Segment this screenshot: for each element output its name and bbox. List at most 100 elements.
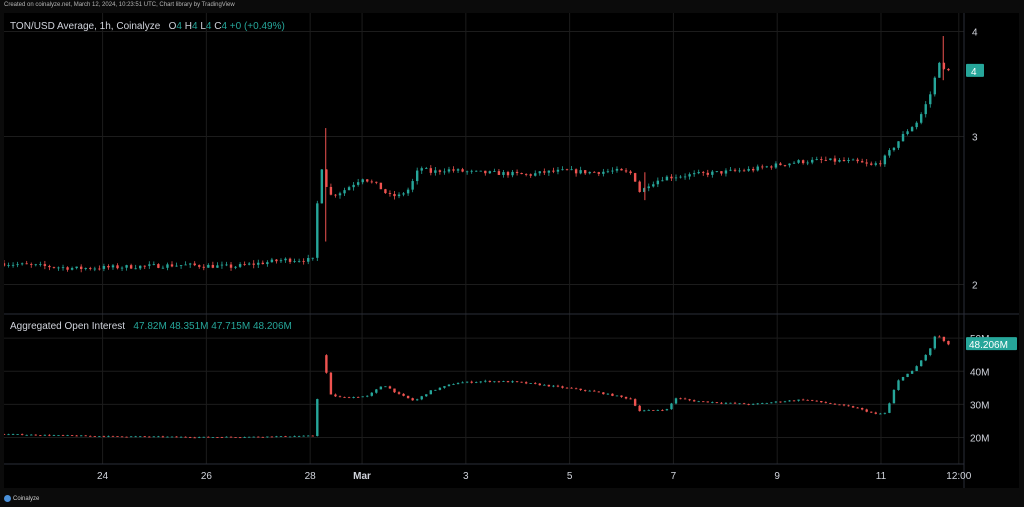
oi-candle-body: [179, 436, 183, 438]
chart-area[interactable]: 23420M30M40M50M242628Mar35791112:00448.2…: [4, 13, 1019, 488]
price-candle-body: [89, 268, 92, 269]
price-candle-body: [638, 181, 641, 192]
price-candle-body: [656, 180, 660, 185]
price-candle-body: [629, 171, 632, 174]
price-candle-body: [148, 264, 151, 266]
price-legend: TON/USD Average, 1h, Coinalyze O4 H4 L4 …: [10, 21, 285, 32]
price-candle-body: [297, 260, 301, 262]
oi-candle-body: [947, 340, 950, 345]
price-candle-body: [711, 171, 714, 175]
oi-candle-body: [538, 383, 541, 386]
price-candle-body: [157, 264, 160, 268]
price-candle-body: [316, 203, 319, 258]
oi-candle-body: [120, 436, 124, 438]
price-candle-body: [52, 267, 56, 268]
price-candle-body: [838, 160, 841, 162]
price-candle-body: [593, 171, 596, 173]
price-candle-body: [243, 264, 246, 265]
price-candle-body: [307, 258, 310, 262]
price-candle-body: [792, 162, 796, 164]
price-candle-body: [379, 182, 383, 190]
oi-candle-body: [384, 386, 387, 388]
price-candle-body: [438, 170, 442, 172]
oi-candle-body: [534, 383, 537, 384]
oi-candle-body: [129, 436, 133, 438]
price-candle-body: [779, 163, 782, 166]
oi-candle-body: [692, 400, 696, 402]
oi-candle-body: [715, 402, 719, 403]
oi-candle-body: [107, 435, 110, 437]
chart-svg[interactable]: 23420M30M40M50M242628Mar35791112:00448.2…: [4, 13, 1019, 488]
oi-candle-body: [493, 381, 496, 383]
oi-candle-body: [865, 409, 868, 412]
oi-last-value-badge: [966, 337, 1017, 351]
price-candle-body: [393, 193, 396, 197]
price-candle-body: [188, 263, 192, 265]
oi-last-value-label: 48.206M: [969, 340, 1008, 351]
legend-open-value: 4: [176, 21, 182, 32]
time-axis-tick-label: Mar: [353, 471, 371, 482]
oi-open-value: 47.82M: [133, 321, 167, 332]
oi-candle-body: [393, 388, 396, 393]
oi-candle-body: [706, 401, 709, 403]
price-candle-body: [93, 268, 97, 270]
oi-candle-body: [842, 404, 846, 406]
oi-candle-body: [683, 398, 687, 400]
oi-candle-body: [770, 402, 773, 404]
price-candle-body: [57, 267, 60, 269]
oi-candle-body: [66, 435, 69, 436]
price-candle-body: [66, 267, 69, 270]
price-candle-body: [134, 268, 137, 270]
price-candle-body: [574, 169, 578, 174]
price-candle-body: [98, 268, 101, 270]
legend-low-value: 4: [205, 21, 212, 32]
oi-candle-body: [297, 436, 301, 437]
oi-candle-body: [429, 390, 433, 395]
oi-candle-body: [820, 401, 823, 403]
footer-brand: Coinalyze: [4, 495, 39, 502]
oi-candle-body: [311, 435, 314, 437]
price-candle-body: [411, 181, 414, 190]
oi-close-value: 48.206M: [252, 321, 292, 332]
price-candle-body: [547, 170, 551, 173]
oi-candle-body: [915, 366, 918, 372]
oi-candle-body: [356, 397, 360, 398]
oi-candle-body: [806, 399, 809, 401]
price-candle-body: [338, 193, 342, 196]
price-candle-body: [851, 159, 855, 161]
price-candle-body: [252, 263, 255, 265]
price-candle-body: [320, 169, 324, 204]
oi-candle-body: [257, 436, 260, 438]
price-candle-body: [842, 160, 846, 162]
oi-candle-body: [234, 437, 237, 438]
time-axis-tick-label: 7: [671, 471, 677, 482]
oi-candle-body: [829, 403, 832, 404]
oi-candle-body: [756, 403, 759, 405]
price-candle-body: [102, 265, 106, 269]
oi-candle-body: [561, 386, 564, 388]
created-caption: Created on coinalyze.net, March 12, 2024…: [4, 2, 235, 8]
oi-candle-body: [847, 405, 850, 407]
oi-candle-body: [851, 406, 855, 408]
price-candle-body: [329, 186, 333, 195]
price-candle-body: [30, 264, 33, 265]
oi-candle-body: [116, 436, 119, 437]
price-candle-body: [901, 134, 905, 142]
oi-candle-body: [225, 436, 228, 438]
oi-candle-body: [125, 436, 128, 438]
price-candle-body: [661, 180, 664, 182]
oi-candle-body: [275, 436, 278, 438]
price-candle-body: [502, 172, 505, 175]
price-candle-body: [293, 261, 296, 262]
price-candle-body: [724, 170, 728, 174]
price-candle-body: [420, 168, 423, 171]
price-candle-body: [39, 264, 42, 265]
price-candle-body: [611, 170, 614, 172]
price-candle-body: [166, 264, 169, 268]
price-candle-body: [79, 266, 83, 270]
oi-candle-body: [910, 371, 914, 374]
oi-candle-body: [207, 436, 210, 438]
oi-candle-body: [193, 437, 196, 439]
footer-brand-label: Coinalyze: [13, 495, 40, 502]
